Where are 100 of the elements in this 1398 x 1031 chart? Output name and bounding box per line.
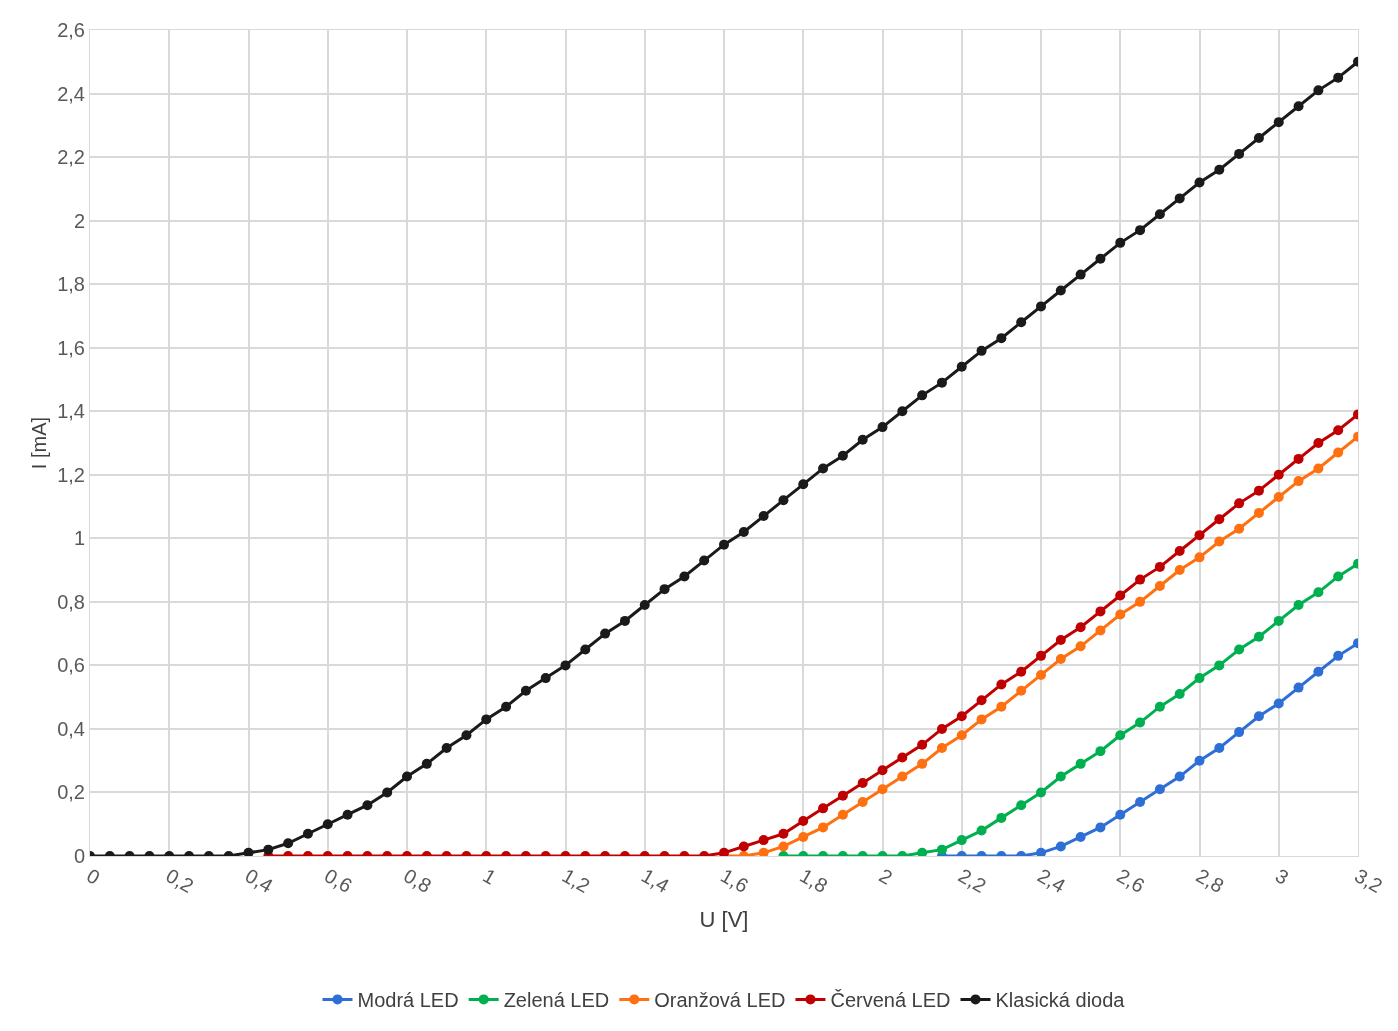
- point: [1253, 711, 1264, 722]
- point: [936, 742, 947, 753]
- x-tick-label: 0,8: [400, 864, 436, 898]
- point: [857, 777, 868, 788]
- point: [1115, 730, 1126, 741]
- point: [1234, 523, 1245, 534]
- point: [1253, 507, 1264, 518]
- point: [1095, 625, 1106, 636]
- x-tick-label: 1,6: [717, 864, 753, 898]
- point: [1214, 742, 1225, 753]
- point: [1273, 492, 1284, 503]
- point: [917, 758, 928, 769]
- point: [1194, 552, 1205, 563]
- point: [1174, 771, 1185, 782]
- point: [1154, 561, 1165, 572]
- point: [1036, 650, 1046, 661]
- point: [818, 803, 829, 814]
- point: [1293, 682, 1304, 693]
- point: [1293, 600, 1304, 611]
- point: [778, 828, 789, 839]
- point: [1154, 701, 1165, 712]
- x-axis-title: U [V]: [699, 906, 749, 932]
- point: [1016, 666, 1027, 677]
- point: [1253, 631, 1264, 642]
- point: [798, 816, 809, 827]
- point: [837, 790, 848, 801]
- point: [1095, 746, 1106, 757]
- point: [1234, 727, 1245, 738]
- x-tick-label: 1: [479, 864, 500, 889]
- point: [1135, 796, 1146, 807]
- point: [1174, 565, 1185, 576]
- point: [976, 695, 987, 706]
- legend-label: Oranžová LED: [654, 989, 786, 1012]
- point: [1055, 634, 1066, 645]
- point: [1313, 666, 1324, 677]
- point: [818, 822, 829, 833]
- point: [1273, 615, 1284, 626]
- point: [1253, 485, 1264, 496]
- x-tick-label: 2,6: [1113, 864, 1149, 898]
- point: [1194, 755, 1205, 766]
- point: [1115, 590, 1126, 601]
- point: [1055, 654, 1066, 665]
- point: [1194, 530, 1205, 541]
- point: [778, 841, 789, 852]
- point: [936, 723, 947, 734]
- x-tick-label: 3,2: [1351, 864, 1387, 898]
- point: [1313, 587, 1324, 598]
- point: [897, 752, 908, 763]
- point: [1075, 622, 1086, 633]
- point: [917, 739, 928, 750]
- point: [1115, 609, 1126, 620]
- point: [1095, 606, 1106, 617]
- x-tick-label: 0,4: [241, 864, 277, 898]
- point: [996, 701, 1007, 712]
- point: [976, 714, 987, 725]
- point: [1333, 571, 1344, 582]
- point: [1154, 580, 1165, 591]
- point: [1194, 673, 1205, 684]
- x-tick-label: 3: [1271, 864, 1293, 889]
- point: [1313, 438, 1324, 448]
- y-tick-label: 0,4: [57, 717, 85, 740]
- point: [1214, 660, 1225, 671]
- y-tick-label: 1: [73, 527, 85, 550]
- point: [956, 730, 967, 741]
- y-tick-label: 1,4: [57, 400, 85, 423]
- y-tick-label: 0,6: [57, 654, 85, 677]
- x-tick-label: 1,2: [558, 864, 594, 898]
- y-tick-label: 1,8: [57, 273, 85, 296]
- y-tick-label: 2: [73, 209, 85, 232]
- point: [1234, 644, 1245, 655]
- x-tick-label: 2: [875, 864, 897, 889]
- point: [857, 796, 868, 807]
- legend-label: Červená LED: [830, 989, 951, 1012]
- point: [1293, 453, 1304, 464]
- point: [936, 844, 947, 855]
- point: [1016, 685, 1027, 696]
- point: [956, 835, 967, 846]
- point: [1075, 831, 1086, 842]
- x-tick-label: 0,2: [162, 864, 198, 898]
- point: [1333, 650, 1344, 661]
- legend-label: Klasická dioda: [995, 989, 1126, 1012]
- point: [1135, 574, 1146, 585]
- point: [917, 847, 928, 856]
- y-tick-label: 2,2: [57, 146, 85, 169]
- x-tick-label: 2,2: [954, 864, 990, 898]
- point: [1036, 847, 1046, 856]
- point: [1075, 758, 1086, 769]
- y-tick-label: 1,6: [57, 336, 85, 359]
- y-tick-label: 0: [73, 845, 85, 867]
- y-tick-label: 0,2: [57, 781, 85, 804]
- point: [1135, 717, 1146, 728]
- point: [877, 765, 888, 776]
- point: [1333, 447, 1344, 458]
- x-tick-label: 2,4: [1034, 864, 1070, 898]
- point: [1115, 809, 1126, 820]
- x-tick-label: 0,6: [320, 864, 356, 898]
- point: [758, 835, 769, 846]
- point: [1313, 463, 1324, 474]
- point: [1016, 800, 1027, 811]
- point: [1293, 476, 1304, 487]
